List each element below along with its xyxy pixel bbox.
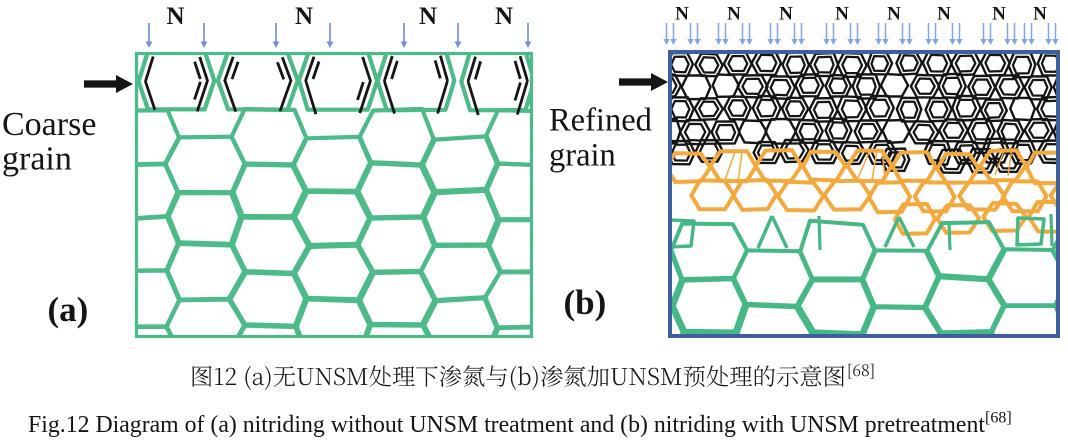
svg-text:N: N xyxy=(495,3,513,30)
svg-text:N: N xyxy=(295,3,313,30)
svg-text:grain: grain xyxy=(549,138,616,174)
svg-text:Refined: Refined xyxy=(549,103,652,139)
svg-text:grain: grain xyxy=(2,141,72,178)
svg-text:N: N xyxy=(937,4,951,25)
svg-text:(a): (a) xyxy=(48,290,89,329)
svg-text:N: N xyxy=(887,4,901,25)
svg-text:Coarse: Coarse xyxy=(2,106,96,143)
svg-text:N: N xyxy=(727,4,741,25)
svg-text:N: N xyxy=(166,3,184,30)
svg-text:(b): (b) xyxy=(564,283,607,322)
svg-text:Fig.12 Diagram of (a) nitridin: Fig.12 Diagram of (a) nitriding without … xyxy=(28,410,1012,439)
svg-text:N: N xyxy=(835,4,849,25)
svg-text:N: N xyxy=(675,4,689,25)
svg-text:N: N xyxy=(419,3,437,30)
svg-text:N: N xyxy=(992,4,1006,25)
svg-text:N: N xyxy=(1033,4,1047,25)
svg-text:N: N xyxy=(779,4,793,25)
